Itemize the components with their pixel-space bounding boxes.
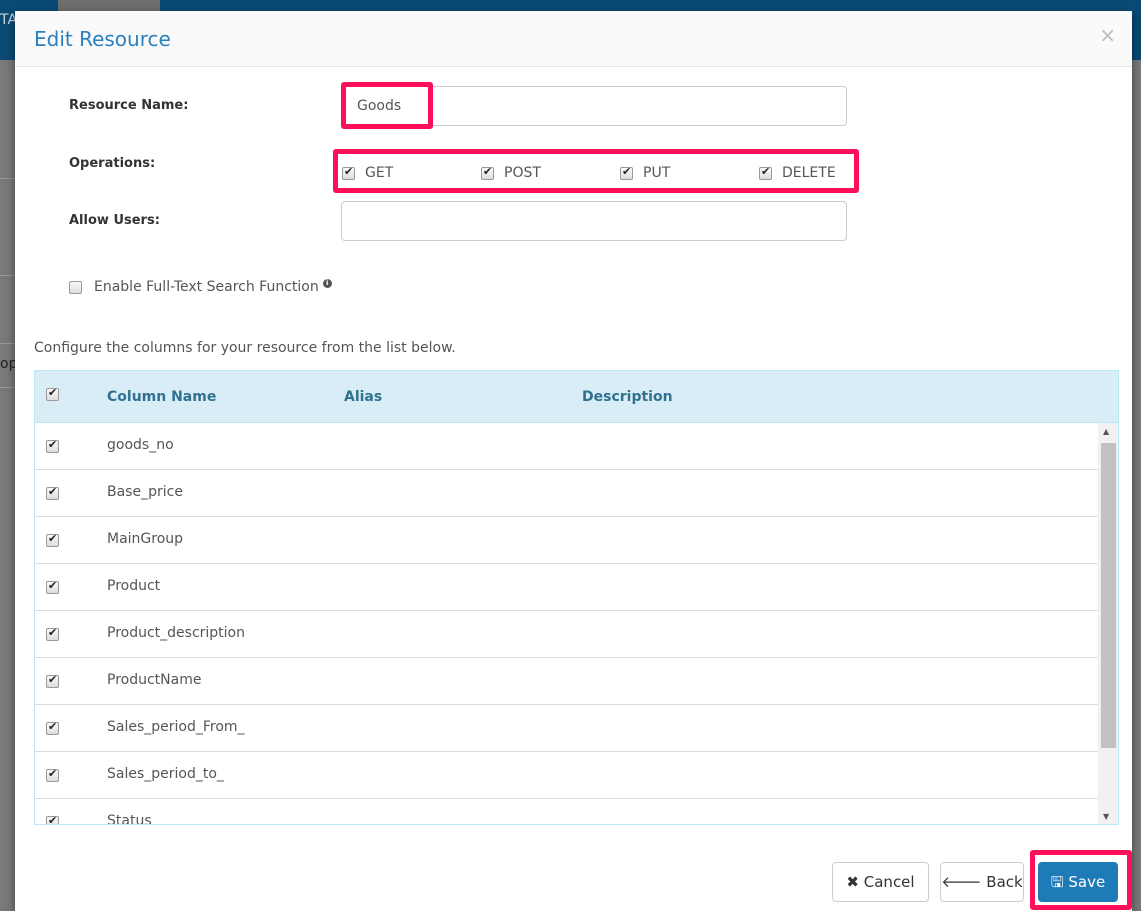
arrow-left-icon: 🡐 — [941, 873, 982, 891]
checkbox[interactable] — [481, 165, 494, 180]
operation-get[interactable]: GET — [342, 165, 393, 181]
table-row: Sales_period_to_ — [35, 752, 1098, 799]
close-icon[interactable]: × — [1099, 23, 1116, 47]
row-checkbox[interactable] — [46, 532, 59, 547]
cancel-button[interactable]: ✖ Cancel — [832, 862, 929, 902]
table-row: Sales_period_From_ — [35, 705, 1098, 752]
table-row: Base_price — [35, 470, 1098, 517]
background-divider — [0, 387, 15, 388]
operations-label: Operations: — [69, 156, 156, 171]
back-button[interactable]: 🡐 Back — [940, 862, 1024, 902]
info-icon[interactable]: i — [322, 279, 332, 288]
row-checkbox[interactable] — [46, 814, 59, 824]
column-name: Sales_period_From_ — [107, 719, 245, 735]
row-checkbox[interactable] — [46, 720, 59, 735]
checkbox[interactable] — [759, 165, 772, 180]
highlight-box — [341, 82, 433, 129]
background-divider — [0, 178, 15, 179]
scroll-up-icon[interactable]: ▲ — [1103, 427, 1110, 436]
table-header: Column Name Alias Description — [35, 371, 1118, 423]
allow-users-input[interactable] — [341, 201, 847, 241]
fulltext-label: Enable Full-Text Search Function — [94, 279, 319, 295]
row-checkbox[interactable] — [46, 579, 59, 594]
row-checkbox[interactable] — [46, 438, 59, 453]
scrollbar[interactable]: ▲ ▼ — [1098, 423, 1118, 824]
cancel-label: Cancel — [863, 873, 915, 891]
column-name: Base_price — [107, 484, 183, 500]
table-row: goods_no — [35, 423, 1098, 470]
save-button[interactable]: 🖫 Save — [1038, 862, 1118, 902]
fulltext-search-toggle[interactable]: Enable Full-Text Search Function i — [69, 279, 332, 295]
background-text: TA — [0, 12, 18, 28]
column-name: Sales_period_to_ — [107, 766, 224, 782]
row-checkbox[interactable] — [46, 767, 59, 782]
table-row: ProductName — [35, 658, 1098, 705]
operation-label: GET — [365, 165, 394, 181]
checkbox[interactable] — [620, 165, 633, 180]
column-name: ProductName — [107, 672, 202, 688]
highlight-box — [1030, 850, 1132, 910]
column-name: goods_no — [107, 437, 174, 453]
table-row: MainGroup — [35, 517, 1098, 564]
resource-name-input[interactable]: Goods — [341, 86, 847, 126]
row-checkbox[interactable] — [46, 485, 59, 500]
header-description: Description — [582, 389, 673, 405]
operation-label: DELETE — [782, 165, 836, 181]
save-label: Save — [1068, 873, 1106, 891]
columns-table: Column Name Alias Description goods_no Ba… — [34, 370, 1119, 825]
modal-header: Edit Resource × — [15, 11, 1132, 67]
column-name: Product_description — [107, 625, 245, 641]
highlight-box — [333, 149, 859, 193]
checkbox[interactable] — [342, 165, 355, 180]
edit-resource-modal: Edit Resource × Resource Name: Goods Ope… — [15, 11, 1132, 911]
floppy-disk-icon: 🖫 — [1050, 873, 1064, 891]
modal-title: Edit Resource — [34, 27, 171, 51]
table-row: Status — [35, 799, 1098, 825]
select-all-checkbox[interactable] — [46, 386, 59, 401]
column-name: Status — [107, 813, 152, 825]
back-label: Back — [986, 873, 1023, 891]
checkbox[interactable] — [69, 280, 82, 294]
row-checkbox[interactable] — [46, 626, 59, 641]
operation-delete[interactable]: DELETE — [759, 165, 836, 181]
column-name: MainGroup — [107, 531, 184, 547]
operation-label: POST — [504, 165, 541, 181]
operation-put[interactable]: PUT — [620, 165, 670, 181]
header-alias: Alias — [344, 389, 383, 405]
operation-post[interactable]: POST — [481, 165, 541, 181]
row-checkbox[interactable] — [46, 673, 59, 688]
columns-intro: Configure the columns for your resource … — [34, 340, 456, 356]
table-row: Product_description — [35, 611, 1098, 658]
resource-name-label: Resource Name: — [69, 98, 189, 113]
operation-label: PUT — [643, 165, 671, 181]
column-name: Product — [107, 578, 161, 594]
scrollbar-thumb[interactable] — [1101, 443, 1116, 748]
table-row: Product — [35, 564, 1098, 611]
times-icon: ✖ — [846, 873, 859, 891]
background-divider — [0, 343, 15, 344]
header-column-name: Column Name — [107, 389, 217, 405]
background-divider — [0, 275, 15, 276]
allow-users-label: Allow Users: — [69, 213, 160, 228]
scroll-down-icon[interactable]: ▼ — [1103, 812, 1110, 821]
